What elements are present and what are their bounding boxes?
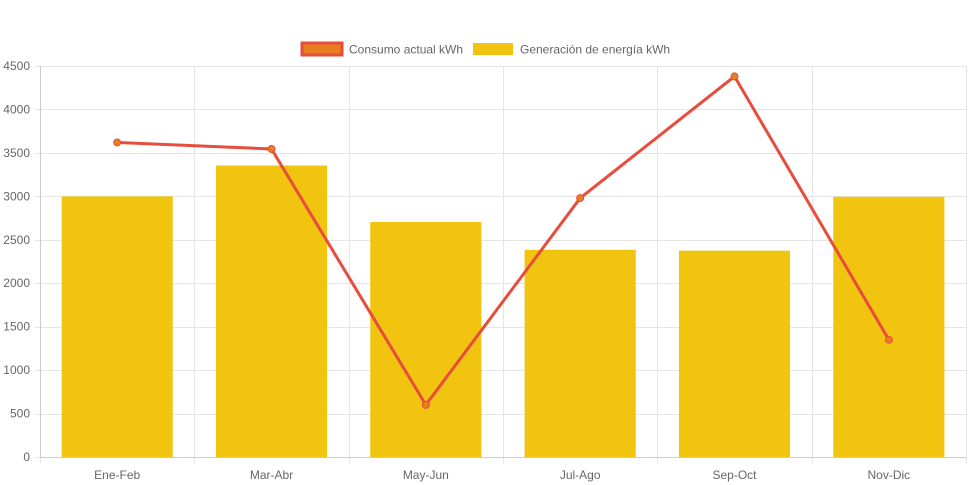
x-tick-label: Nov-Dic xyxy=(867,468,910,482)
bars xyxy=(61,165,945,458)
bar-mar-abr[interactable] xyxy=(215,165,328,457)
point-may-jun[interactable] xyxy=(421,400,430,409)
y-tick-label: 0 xyxy=(23,450,30,464)
y-tick-label: 3500 xyxy=(3,146,30,160)
bar-jul-ago[interactable] xyxy=(524,249,636,457)
legend-item-generacion[interactable]: Generación de energía kWh xyxy=(473,43,670,57)
bar-sep-oct[interactable] xyxy=(678,250,791,457)
legend: Consumo actual kWh Generación de energía… xyxy=(300,41,670,57)
point-jul-ago[interactable] xyxy=(576,194,585,203)
x-tick-label: May-Jun xyxy=(403,468,449,482)
x-tick-label: Ene-Feb xyxy=(94,468,140,482)
x-tick-label: Mar-Abr xyxy=(250,468,293,482)
grid xyxy=(35,66,967,463)
y-tick-label: 2000 xyxy=(3,276,30,290)
bar-nov-dic[interactable] xyxy=(833,196,945,458)
y-tick-label: 1000 xyxy=(3,363,30,377)
y-tick-label: 500 xyxy=(10,407,30,421)
legend-swatch-line xyxy=(300,41,344,57)
legend-item-consumo[interactable]: Consumo actual kWh xyxy=(300,41,463,57)
legend-swatch-bar xyxy=(473,43,513,55)
line-series xyxy=(113,72,893,409)
point-nov-dic[interactable] xyxy=(884,335,893,344)
line-consumo xyxy=(117,74,891,408)
point-ene-feb[interactable] xyxy=(113,138,122,147)
y-tick-label: 2500 xyxy=(3,233,30,247)
x-tick-label: Sep-Oct xyxy=(712,468,757,482)
y-axis: 0 500 1000 1500 2000 2500 3000 3500 4000 4500 xyxy=(3,59,30,464)
point-mar-abr[interactable] xyxy=(267,144,276,153)
bar-may-jun[interactable] xyxy=(370,221,482,457)
x-axis: Ene-Feb Mar-Abr May-Jun Jul-Ago Sep-Oct Nov-D… xyxy=(94,468,910,482)
bar-ene-feb[interactable] xyxy=(61,196,173,458)
x-tick-label: Jul-Ago xyxy=(560,468,601,482)
y-tick-label: 4500 xyxy=(3,59,30,73)
point-sep-oct[interactable] xyxy=(730,72,739,81)
legend-label-generacion: Generación de energía kWh xyxy=(520,43,670,57)
y-tick-label: 1500 xyxy=(3,320,30,334)
legend-label-consumo: Consumo actual kWh xyxy=(349,43,463,57)
y-tick-label: 4000 xyxy=(3,102,30,116)
y-tick-label: 3000 xyxy=(3,189,30,203)
